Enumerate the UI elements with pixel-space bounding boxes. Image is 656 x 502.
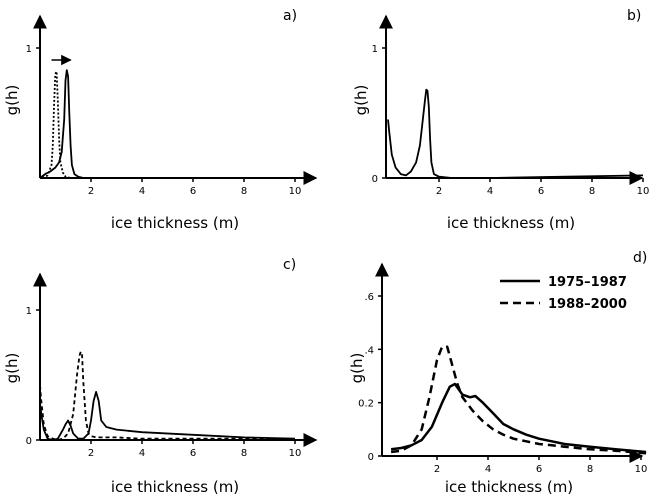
y-tick-label: .4	[364, 345, 374, 356]
x-axis-label: ice thickness (m)	[447, 214, 575, 232]
y-tick-label: 0	[368, 452, 374, 463]
y-tick-label: 1	[26, 44, 32, 55]
y-tick-label: 1	[26, 306, 32, 317]
panel-c: 2 4 6 8 10 0 1 ice thickness (m) g(h) c)	[3, 257, 318, 496]
panel-d: 2 4 6 8 10 0 0.2 .4 .6 ice thickness (m) g(h) d) 197…	[348, 250, 647, 496]
y-tick-label: 0	[26, 436, 32, 447]
x-axis-label: ice thickness (m)	[111, 478, 239, 496]
x-tick-label: 4	[485, 464, 491, 475]
x-tick-label: 6	[538, 186, 544, 197]
x-tick-label: 4	[139, 448, 145, 459]
y-axis-label: g(h)	[3, 85, 21, 116]
panel-label: d)	[633, 250, 647, 266]
y-tick-label: .6	[364, 292, 374, 303]
series-line-2	[39, 69, 283, 179]
x-tick-label: 4	[487, 186, 493, 197]
panel-b: 2 4 6 8 10 0 1 ice thickness (m) g(h) b)	[352, 8, 649, 232]
x-tick-label: 4	[139, 186, 145, 197]
x-tick-label: 2	[434, 464, 440, 475]
y-axis-label: g(h)	[348, 353, 366, 384]
x-tick-label: 10	[635, 464, 648, 475]
y-tick-label: 0	[372, 174, 378, 185]
series-line-1	[390, 382, 647, 454]
x-axis-label: ice thickness (m)	[111, 214, 239, 232]
series-line-1	[42, 70, 91, 179]
x-tick-label: 8	[589, 186, 595, 197]
legend-entry-2: 1988–2000	[548, 297, 627, 312]
x-tick-label: 8	[587, 464, 593, 475]
panel-label: c)	[283, 257, 296, 273]
x-tick-label: 10	[289, 448, 302, 459]
x-tick-label: 2	[436, 186, 442, 197]
series-line-2	[39, 390, 296, 441]
y-tick-label: 1	[372, 44, 378, 55]
x-tick-label: 8	[241, 448, 247, 459]
series-line-1	[387, 88, 644, 179]
x-tick-label: 2	[88, 186, 94, 197]
x-tick-label: 8	[241, 186, 247, 197]
panel-label: b)	[627, 8, 641, 24]
series-line-1	[39, 350, 296, 441]
x-tick-label: 6	[536, 464, 542, 475]
y-tick-label: 0.2	[358, 399, 374, 410]
y-axis-label: g(h)	[352, 85, 370, 116]
x-tick-label: 6	[190, 448, 196, 459]
panel-label: a)	[283, 8, 297, 24]
x-axis-label: ice thickness (m)	[445, 478, 573, 496]
panel-a: 2 4 6 8 10 1 ice thickness (m) g(h) a)	[3, 8, 318, 232]
x-tick-label: 10	[637, 186, 650, 197]
legend-entry-1: 1975–1987	[548, 275, 627, 290]
x-tick-label: 2	[88, 448, 94, 459]
x-tick-label: 6	[190, 186, 196, 197]
series-line-2	[390, 345, 647, 455]
y-axis-label: g(h)	[3, 353, 21, 384]
x-tick-label: 10	[289, 186, 302, 197]
